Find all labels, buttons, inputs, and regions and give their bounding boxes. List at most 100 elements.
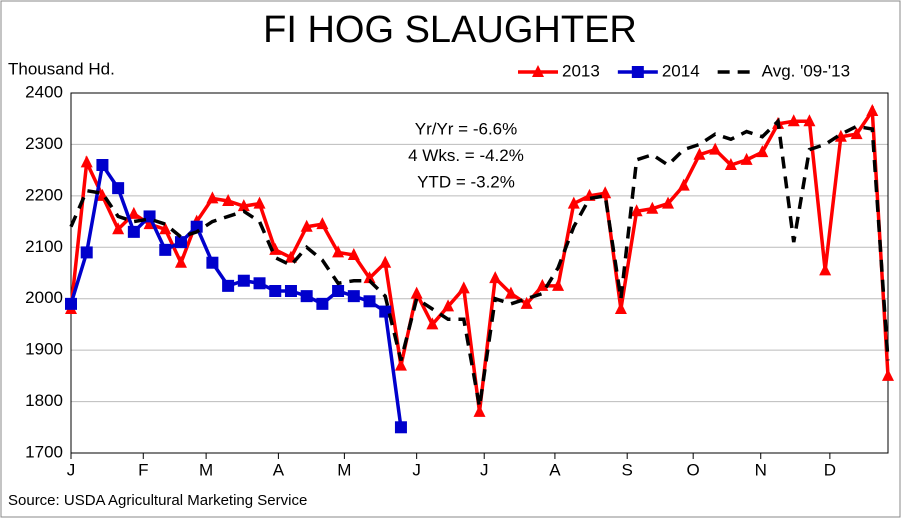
point xyxy=(269,285,282,297)
x-tick-label: J xyxy=(412,460,421,479)
point xyxy=(190,220,203,233)
annotation: 4 Wks. = -4.2% xyxy=(408,146,524,165)
point xyxy=(457,281,470,294)
point xyxy=(410,286,423,299)
x-tick-label: D xyxy=(824,460,836,479)
plot-area xyxy=(70,92,889,454)
point xyxy=(866,104,879,116)
point xyxy=(426,317,439,330)
series-line xyxy=(69,117,890,408)
point xyxy=(206,256,219,269)
point xyxy=(693,147,706,160)
x-tick-label: M xyxy=(337,460,351,479)
legend-label: 2014 xyxy=(662,61,700,80)
legend-marker xyxy=(532,65,544,77)
point xyxy=(112,182,125,195)
source: Source: USDA Agricultural Marketing Serv… xyxy=(8,492,307,509)
point xyxy=(552,278,565,291)
point xyxy=(740,152,753,165)
point xyxy=(143,210,156,223)
chart-title: FI HOG SLAUGHTER xyxy=(263,9,637,51)
x-tick-label: F xyxy=(138,460,148,479)
point xyxy=(724,158,737,170)
point xyxy=(709,142,722,155)
point xyxy=(614,302,627,314)
point xyxy=(677,178,690,191)
point xyxy=(363,271,376,284)
x-tick-label: J xyxy=(67,460,76,479)
point xyxy=(646,201,659,214)
point xyxy=(80,155,93,168)
y-tick-label: 2200 xyxy=(25,185,63,204)
point xyxy=(803,114,816,127)
point xyxy=(253,196,266,209)
point xyxy=(347,290,360,303)
point xyxy=(819,263,832,276)
point xyxy=(473,404,486,417)
point xyxy=(442,299,455,312)
point xyxy=(269,242,282,255)
x-tick-label: O xyxy=(687,460,700,479)
point xyxy=(394,421,407,434)
point xyxy=(379,255,392,268)
x-tick-label: A xyxy=(273,460,285,479)
point xyxy=(332,285,345,297)
point xyxy=(159,243,172,256)
legend-marker xyxy=(631,66,644,78)
point xyxy=(504,286,517,299)
point xyxy=(316,297,329,310)
point xyxy=(300,219,313,232)
y-tick-label: 2400 xyxy=(25,82,63,101)
point xyxy=(112,222,125,235)
point xyxy=(222,279,235,292)
point xyxy=(599,186,612,199)
point xyxy=(237,274,250,287)
point xyxy=(206,191,219,204)
legend-label: 2013 xyxy=(562,61,600,80)
point xyxy=(850,127,863,140)
point xyxy=(316,217,329,230)
series-line xyxy=(69,160,403,428)
annotation: Yr/Yr = -6.6% xyxy=(415,119,518,138)
y-tick-label: 1900 xyxy=(25,340,63,359)
point xyxy=(787,114,800,127)
point xyxy=(489,271,502,284)
point xyxy=(662,196,675,209)
point xyxy=(347,248,360,260)
point xyxy=(96,159,109,171)
x-tick-label: A xyxy=(549,460,561,479)
point xyxy=(65,297,77,310)
x-tick-label: N xyxy=(755,460,767,479)
point xyxy=(174,255,187,268)
point xyxy=(834,129,847,142)
point xyxy=(756,145,769,158)
point xyxy=(394,358,407,371)
point xyxy=(80,246,93,259)
point xyxy=(520,296,533,309)
point xyxy=(363,295,376,308)
point xyxy=(630,204,643,217)
point xyxy=(159,222,172,235)
point xyxy=(882,368,894,381)
point xyxy=(222,194,235,206)
point xyxy=(536,278,549,291)
point xyxy=(332,245,345,258)
point xyxy=(567,196,580,209)
point xyxy=(253,277,266,290)
annotation: YTD = -3.2% xyxy=(417,172,515,191)
x-tick-label: S xyxy=(622,460,633,479)
y-tick-label: 2100 xyxy=(25,237,63,256)
x-tick-label: J xyxy=(480,460,489,479)
legend-label: Avg. '09-'13 xyxy=(762,61,850,80)
point xyxy=(237,199,250,212)
x-tick-label: M xyxy=(199,460,213,479)
point xyxy=(127,225,140,238)
point xyxy=(300,290,313,303)
y-tick-label: 2000 xyxy=(25,288,63,307)
y-axis-label: Thousand Hd. xyxy=(8,59,115,78)
point xyxy=(174,236,187,249)
y-tick-label: 1700 xyxy=(25,442,63,461)
y-tick-label: 2300 xyxy=(25,134,63,153)
